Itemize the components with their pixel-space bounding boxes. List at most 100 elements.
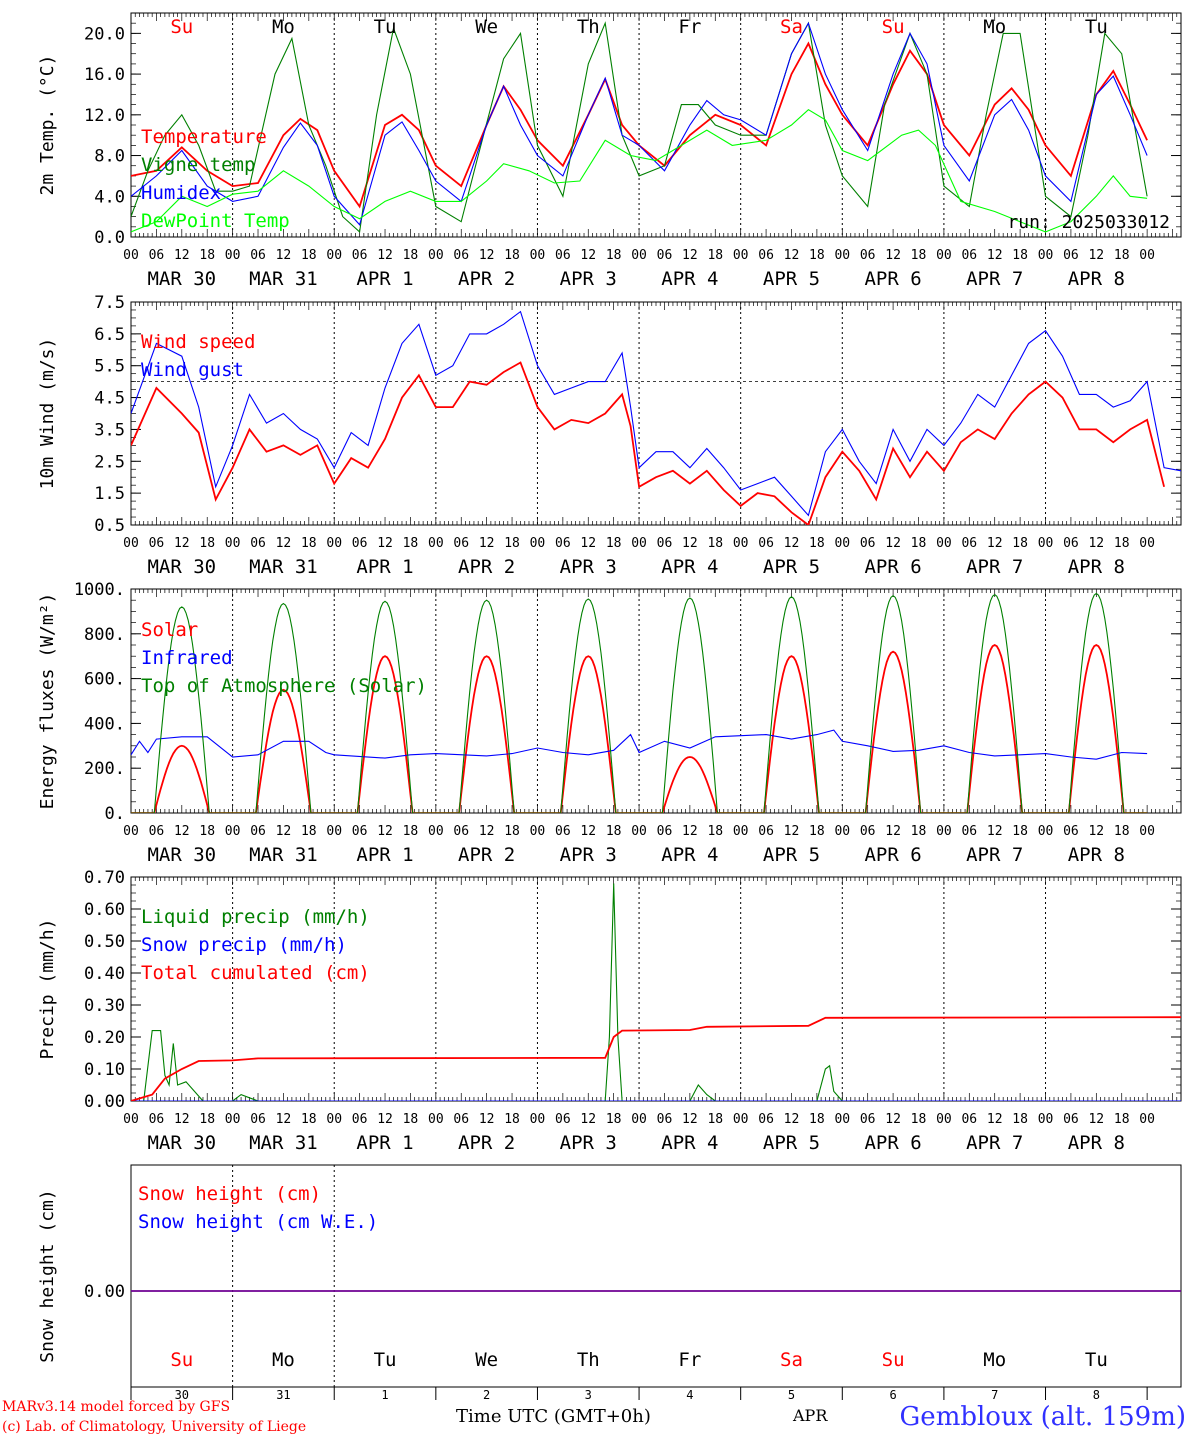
hour-tick-label: 06 bbox=[1063, 1112, 1079, 1127]
legend-dewpoint-temp: DewPoint Temp bbox=[141, 210, 290, 232]
y-tick-label: 800. bbox=[84, 625, 125, 645]
hour-tick-label: 18 bbox=[1012, 248, 1028, 263]
hour-tick-label: 06 bbox=[352, 1112, 368, 1127]
y-tick-label: 20.0 bbox=[84, 24, 125, 44]
date-label: APR 7 bbox=[966, 556, 1023, 578]
hour-tick-label: 00 bbox=[530, 536, 546, 551]
legend-wind-gust: Wind gust bbox=[141, 359, 244, 381]
hour-tick-label: 06 bbox=[860, 248, 876, 263]
y-tick-label: 7.5 bbox=[94, 293, 125, 313]
date-label: APR 1 bbox=[356, 268, 413, 290]
hour-tick-label: 18 bbox=[403, 536, 419, 551]
hour-tick-label: 12 bbox=[377, 1112, 393, 1127]
hour-tick-label: 00 bbox=[530, 824, 546, 839]
hour-tick-label: 12 bbox=[987, 248, 1003, 263]
hour-tick-label: 00 bbox=[326, 536, 342, 551]
y-tick-label: 0.30 bbox=[84, 996, 125, 1016]
hour-tick-label: 18 bbox=[403, 248, 419, 263]
hour-tick-label: 18 bbox=[606, 248, 622, 263]
hour-tick-label: 12 bbox=[276, 536, 292, 551]
date-label: APR 4 bbox=[661, 268, 718, 290]
y-tick-label: 2.5 bbox=[94, 452, 125, 472]
hour-tick-label: 18 bbox=[1012, 1112, 1028, 1127]
date-label: MAR 31 bbox=[249, 844, 318, 866]
legend-top-of-atmosphere-solar-: Top of Atmosphere (Solar) bbox=[141, 675, 427, 697]
series-line-total-cumulated-cm- bbox=[131, 1016, 1181, 1101]
y-tick-label: 6.5 bbox=[94, 325, 125, 345]
hour-tick-label: 00 bbox=[631, 1112, 647, 1127]
hour-tick-label: 18 bbox=[199, 1112, 215, 1127]
date-label: APR 8 bbox=[1068, 844, 1125, 866]
hour-tick-label: 12 bbox=[580, 248, 596, 263]
day-number: 8 bbox=[1093, 1388, 1100, 1402]
hour-tick-label: 18 bbox=[403, 824, 419, 839]
hour-tick-label: 12 bbox=[784, 536, 800, 551]
date-label: MAR 31 bbox=[249, 556, 318, 578]
time-axis-label: Time UTC (GMT+0h) bbox=[456, 1406, 651, 1427]
y-tick-label: 5.5 bbox=[94, 357, 125, 377]
hour-tick-label: 18 bbox=[1114, 536, 1130, 551]
day-number: 6 bbox=[889, 1388, 896, 1402]
date-label: APR 7 bbox=[966, 844, 1023, 866]
series-line-wind-gust bbox=[131, 310, 1181, 517]
hour-tick-label: 00 bbox=[530, 248, 546, 263]
plot-area bbox=[131, 21, 1148, 234]
hour-tick-label: 12 bbox=[885, 536, 901, 551]
hour-tick-label: 00 bbox=[1038, 536, 1054, 551]
hour-tick-label: 06 bbox=[453, 248, 469, 263]
hour-tick-label: 18 bbox=[809, 248, 825, 263]
hour-tick-label: 00 bbox=[225, 824, 241, 839]
hour-tick-label: 12 bbox=[682, 536, 698, 551]
legend-solar: Solar bbox=[141, 619, 198, 641]
hour-tick-label: 06 bbox=[453, 824, 469, 839]
hour-tick-label: 06 bbox=[250, 1112, 266, 1127]
hour-tick-label: 18 bbox=[1114, 824, 1130, 839]
y-tick-label: 0.40 bbox=[84, 964, 125, 984]
hour-tick-label: 06 bbox=[1063, 824, 1079, 839]
hour-tick-label: 12 bbox=[987, 824, 1003, 839]
hour-tick-label: 12 bbox=[682, 248, 698, 263]
hour-tick-label: 00 bbox=[1038, 1112, 1054, 1127]
date-label: APR 1 bbox=[356, 844, 413, 866]
hour-tick-label: 06 bbox=[657, 824, 673, 839]
hour-tick-label: 06 bbox=[1063, 536, 1079, 551]
y-tick-label: 200. bbox=[84, 759, 125, 779]
hour-tick-label: 00 bbox=[834, 824, 850, 839]
date-label: APR 6 bbox=[864, 844, 921, 866]
hour-tick-label: 00 bbox=[1139, 1112, 1155, 1127]
day-name-bottom: Su bbox=[882, 1349, 905, 1371]
day-number: 31 bbox=[276, 1388, 290, 1402]
day-name-bottom: Mo bbox=[272, 1349, 295, 1371]
hour-tick-label: 18 bbox=[809, 824, 825, 839]
hour-tick-label: 12 bbox=[1088, 1112, 1104, 1127]
day-name-bottom: Su bbox=[170, 1349, 193, 1371]
location-title: Gembloux (alt. 159m) bbox=[899, 1402, 1186, 1432]
hour-tick-label: 12 bbox=[276, 1112, 292, 1127]
hour-tick-label: 00 bbox=[834, 536, 850, 551]
day-number: 3 bbox=[585, 1388, 592, 1402]
plot-area bbox=[131, 883, 1181, 1101]
y-tick-label: 0.00 bbox=[84, 1282, 125, 1302]
hour-tick-label: 00 bbox=[123, 824, 139, 839]
date-label: APR 5 bbox=[763, 1132, 820, 1154]
hour-tick-label: 00 bbox=[123, 536, 139, 551]
hour-tick-label: 06 bbox=[149, 536, 165, 551]
y-axis-label: Precip (mm/h) bbox=[37, 919, 58, 1060]
day-name-top: Th bbox=[577, 16, 600, 38]
hour-tick-label: 06 bbox=[250, 824, 266, 839]
legend-total-cumulated-cm-: Total cumulated (cm) bbox=[141, 962, 370, 984]
hour-tick-label: 18 bbox=[504, 248, 520, 263]
hour-tick-label: 12 bbox=[479, 248, 495, 263]
hour-tick-label: 06 bbox=[555, 536, 571, 551]
hour-tick-label: 12 bbox=[276, 248, 292, 263]
hour-tick-label: 00 bbox=[631, 824, 647, 839]
hour-tick-label: 00 bbox=[1139, 248, 1155, 263]
hour-tick-label: 12 bbox=[885, 824, 901, 839]
month-label: APR bbox=[793, 1406, 828, 1425]
hour-tick-label: 12 bbox=[682, 1112, 698, 1127]
plot-area bbox=[131, 310, 1181, 525]
legend-vigne-temp: Vigne temp bbox=[141, 154, 255, 176]
hour-tick-label: 12 bbox=[885, 248, 901, 263]
y-tick-label: 0.0 bbox=[94, 228, 125, 248]
